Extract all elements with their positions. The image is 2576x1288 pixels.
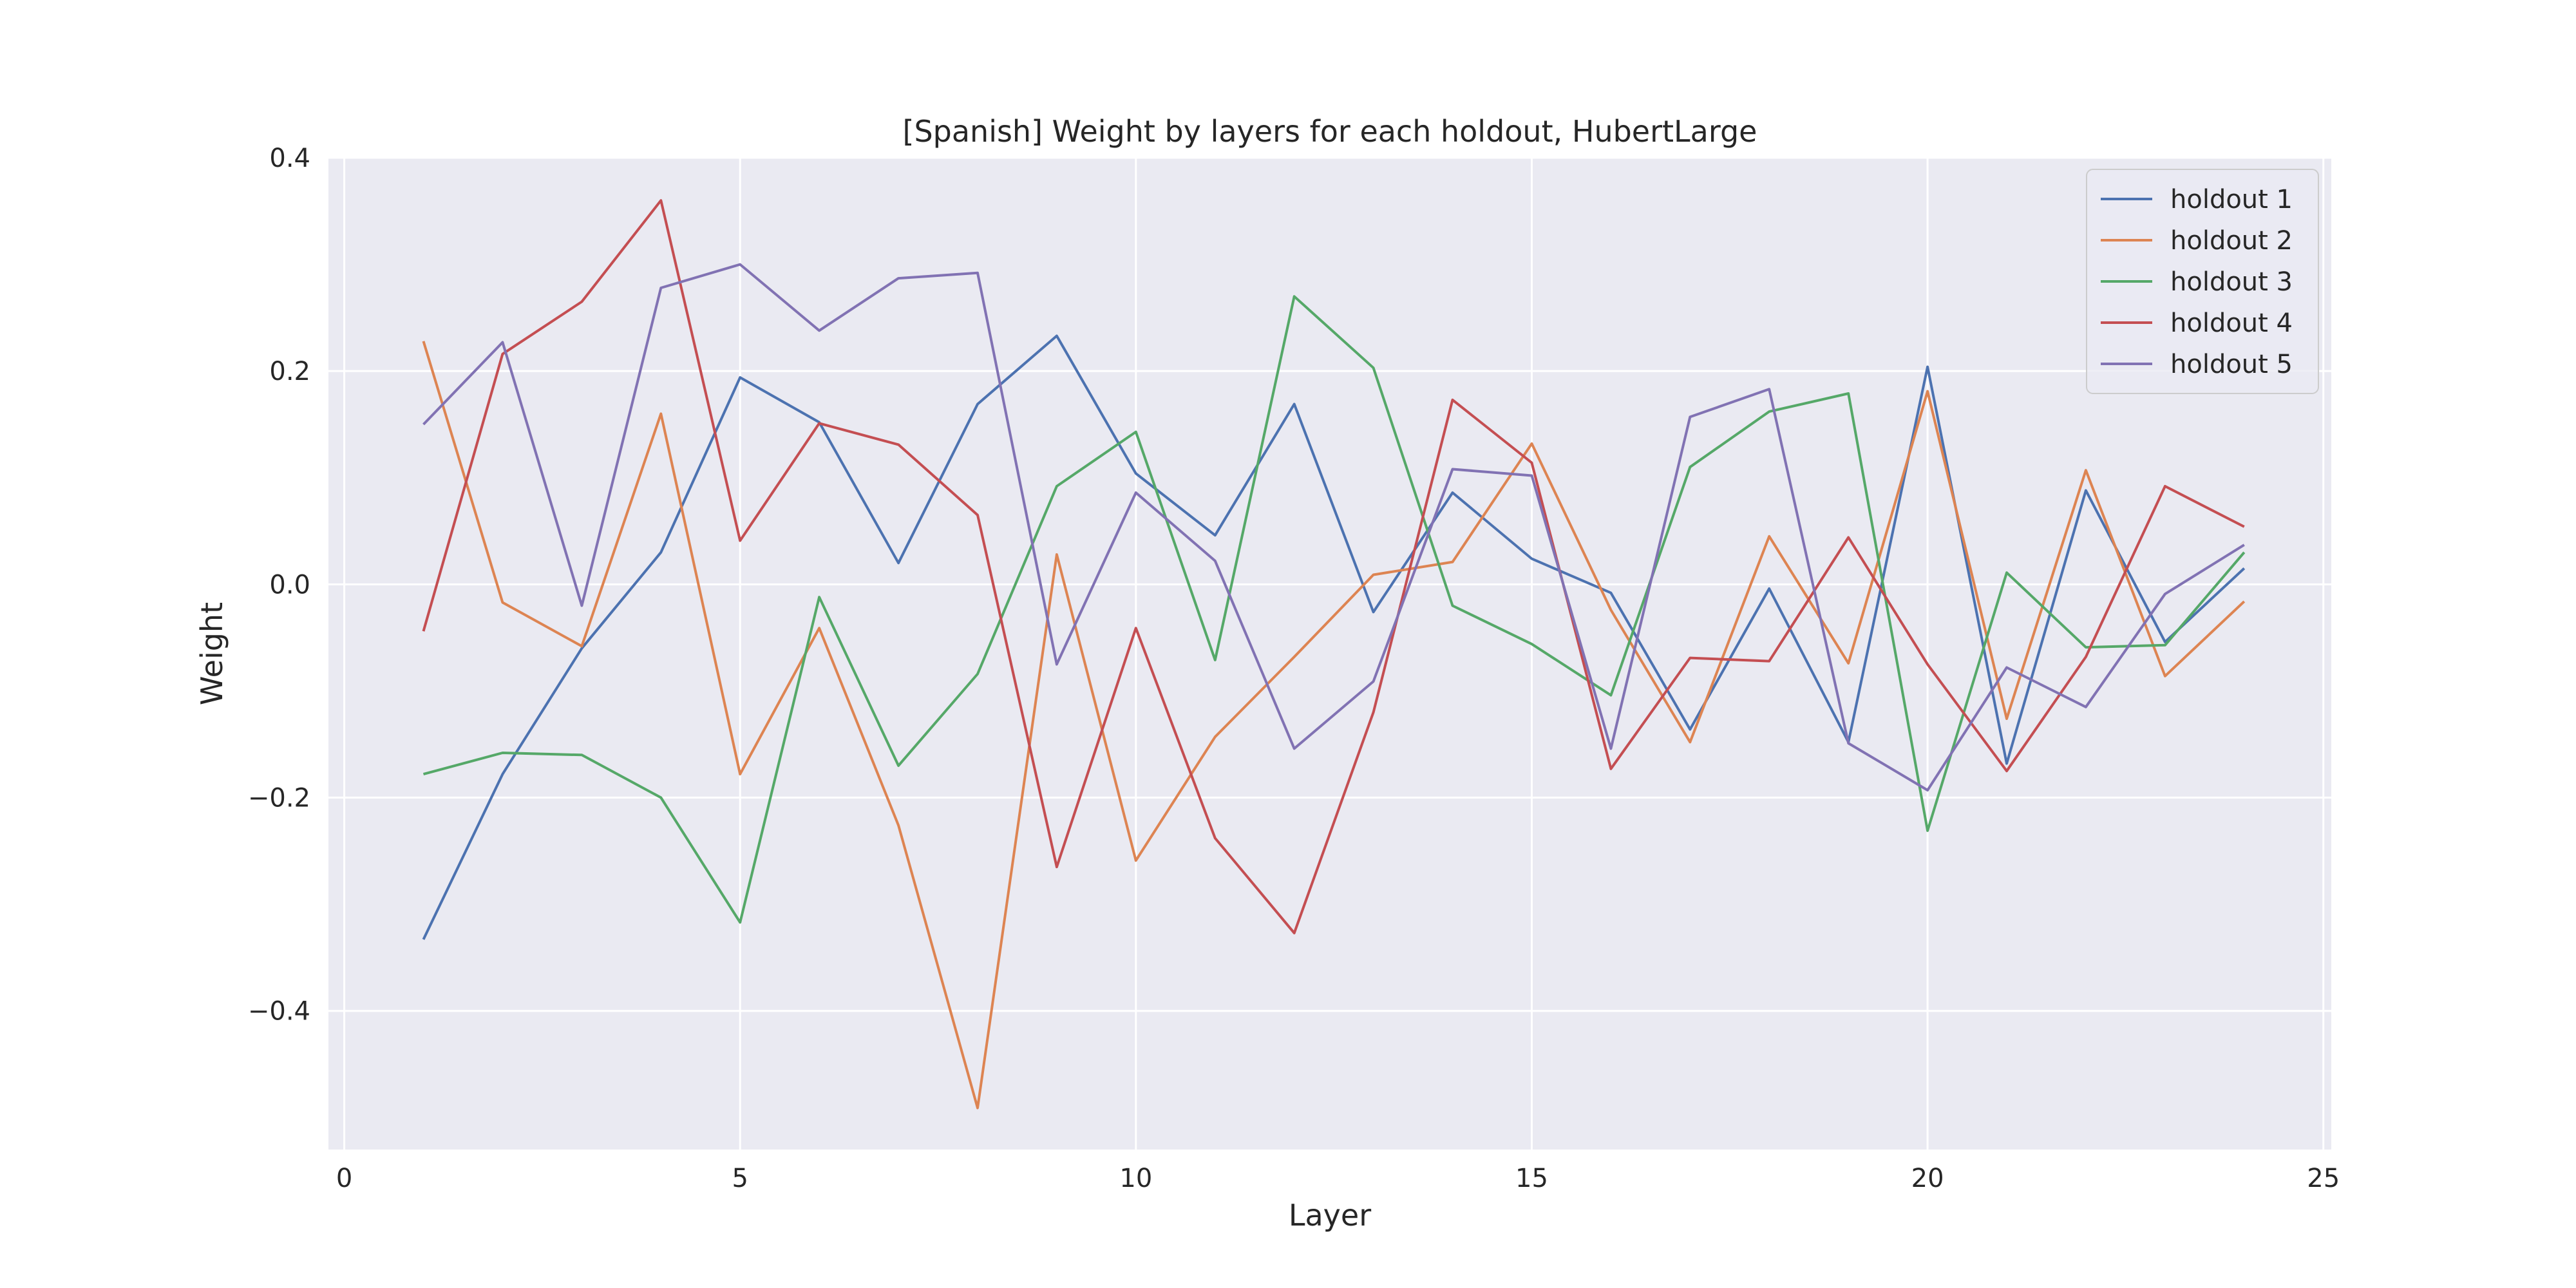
x-tick-label: 25 bbox=[2307, 1164, 2340, 1193]
x-tick-label: 10 bbox=[1119, 1164, 1152, 1193]
legend-entry-label: holdout 1 bbox=[2170, 185, 2293, 214]
series-line-holdout-4 bbox=[422, 199, 2245, 934]
series-line-holdout-1 bbox=[422, 334, 2246, 940]
legend-entry-label: holdout 4 bbox=[2170, 308, 2293, 338]
legend: holdout 1 holdout 2 holdout 3 holdout 4 hold… bbox=[2086, 169, 2319, 394]
plot-area bbox=[328, 158, 2331, 1150]
series-line-holdout-3 bbox=[422, 295, 2246, 924]
y-tick-label: 0.0 bbox=[269, 570, 310, 600]
y-tick-label: −0.4 bbox=[248, 997, 310, 1027]
series-line-holdout-5 bbox=[422, 263, 2245, 791]
y-axis-label: Weight bbox=[194, 602, 229, 705]
legend-entry-label: holdout 3 bbox=[2170, 267, 2293, 297]
x-axis-label: Layer bbox=[1289, 1198, 1371, 1233]
x-tick-label: 0 bbox=[336, 1164, 352, 1193]
y-tick-label: 0.4 bbox=[269, 144, 310, 173]
y-tick-label: −0.2 bbox=[248, 784, 310, 813]
x-tick-label: 5 bbox=[732, 1164, 748, 1193]
chart-title: [Spanish] Weight by layers for each hold… bbox=[903, 114, 1757, 149]
grid bbox=[328, 156, 2331, 1150]
series-lines bbox=[422, 199, 2246, 1110]
x-tick-label: 15 bbox=[1515, 1164, 1548, 1193]
legend-box bbox=[2086, 169, 2319, 394]
x-tick-label: 20 bbox=[1911, 1164, 1944, 1193]
tick-labels: 0 5 10 15 20 25 0.4 0.2 0.0 −0.2 −0.4 bbox=[248, 144, 2340, 1193]
legend-entry-label: holdout 5 bbox=[2170, 350, 2293, 379]
legend-entry-label: holdout 2 bbox=[2170, 226, 2293, 256]
y-tick-label: 0.2 bbox=[269, 357, 310, 386]
series-line-holdout-2 bbox=[422, 341, 2246, 1110]
